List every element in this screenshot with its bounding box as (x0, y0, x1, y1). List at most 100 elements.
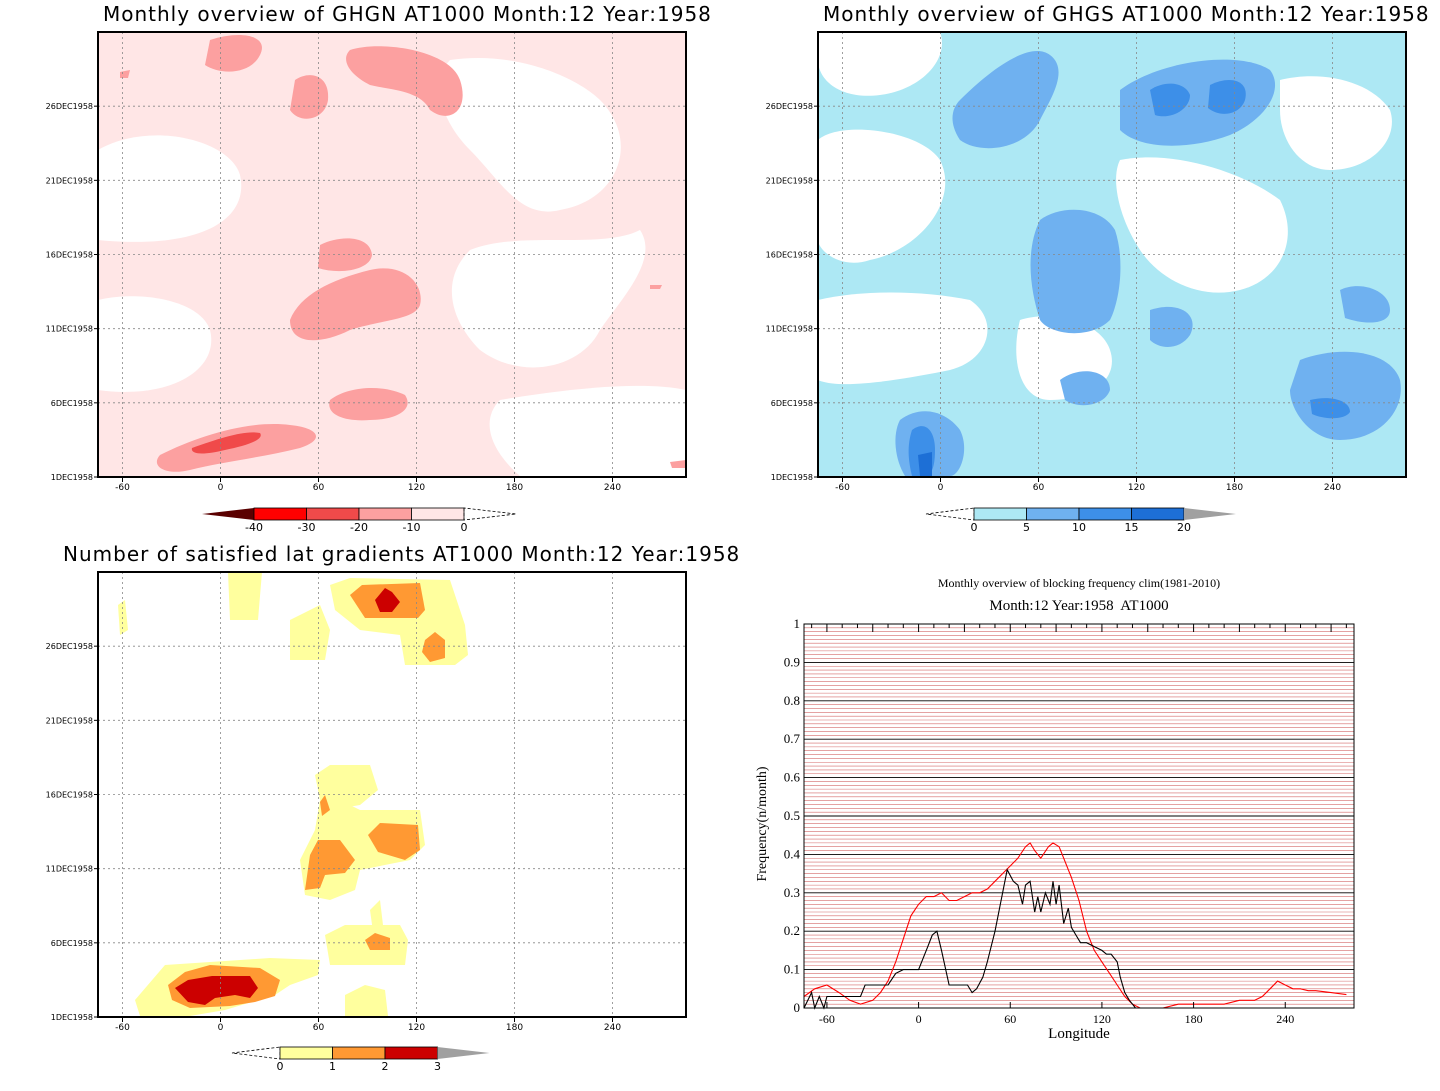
ghgn-chart: -60 0 60 120 180 240 1DEC1958 6DEC1958 11DEC195… (46, 31, 687, 534)
frequency-y-tick-label: 0 (794, 1000, 801, 1015)
frequency-y-tick-label: 0.1 (784, 962, 800, 977)
ghgn-y-tick-label: 21DEC1958 (46, 176, 93, 185)
ghgn-x-tick-label: 120 (408, 483, 425, 493)
gradients-x-tick-label: 240 (604, 1023, 621, 1033)
gradients-x-axis: -60 0 60 120 180 240 (115, 1017, 621, 1033)
ghgn-contour-band (489, 385, 686, 476)
ghgn-contour-band (451, 230, 646, 368)
ghgn-colorbar-label: -10 (403, 521, 421, 534)
gradients-colorbar-label: 2 (382, 1060, 389, 1073)
frequency-y-tick-label: 0.7 (784, 731, 801, 746)
gradients-colorbar-swatch (279, 1046, 333, 1060)
ghgs-y-tick-label: 26DEC1958 (766, 102, 813, 111)
gradients-contour-band (325, 925, 408, 965)
ghgn-y-tick-label: 11DEC1958 (46, 325, 93, 334)
ghgs-colorbar: 0 5 10 15 20 (925, 507, 1236, 534)
frequency-lines (803, 842, 1347, 1010)
gradients-y-axis: 1DEC1958 6DEC1958 11DEC1958 16DEC1958 21DEC1… (46, 642, 98, 1022)
frequency-x-axis: -60 0 60 120 180 240 (819, 1002, 1294, 1026)
frequency-y-tick-label: 0.3 (784, 885, 800, 900)
gradients-contour-band (375, 588, 400, 612)
gradients-contour-band (365, 933, 390, 950)
gradients-colorbar-arrow (231, 1046, 281, 1060)
ghgs-contour-band (1030, 209, 1121, 334)
ghgn-colorbar-swatch (253, 507, 307, 521)
ghgs-chart: -60 0 60 120 180 240 1DEC1958 6DEC1958 11DEC195… (766, 31, 1407, 534)
frequency-series-black-line (803, 868, 1136, 1010)
ghgs-colorbar-swatch (973, 507, 1027, 521)
panel-ghgn: Monthly overview of GHGN AT1000 Month:12… (0, 0, 720, 540)
gradients-grid (98, 572, 686, 1017)
frequency-x-tick-label: -60 (819, 1012, 835, 1026)
ghgn-y-axis: 1DEC1958 6DEC1958 11DEC1958 16DEC1958 21DEC1… (46, 102, 98, 482)
gradients-colorbar-label: 0 (277, 1060, 284, 1073)
frequency-y-tick-label: 0.4 (784, 846, 801, 861)
frequency-y-tick-label: 1 (794, 616, 801, 631)
gradients-contour-band (320, 795, 330, 816)
ghgn-contour-band (329, 388, 408, 421)
ghgn-x-tick-label: 180 (506, 483, 523, 493)
gradients-contour-band (290, 605, 330, 660)
gradients-contour-band (118, 600, 128, 635)
frequency-x-tick-label: 60 (1004, 1012, 1016, 1026)
ghgs-colorbar-label: 5 (1023, 521, 1030, 534)
ghgs-x-axis: -60 0 60 120 180 240 (835, 477, 1341, 493)
ghgs-contour-band (818, 129, 946, 263)
ghgs-contour-band (818, 32, 942, 96)
ghgn-contour-band (650, 285, 662, 289)
gradients-title: Number of satisfied lat gradients AT1000… (63, 542, 741, 566)
ghgn-colorbar: -40 -30 -20 -10 0 (202, 507, 517, 534)
ghgs-contour-band (1280, 76, 1392, 170)
ghgs-colorbar-label: 20 (1177, 521, 1191, 534)
gradients-colorbar-swatch (384, 1046, 438, 1060)
frequency-top-ticks (811, 624, 1347, 632)
gradients-y-tick-label: 16DEC1958 (46, 791, 93, 800)
gradients-y-tick-label: 1DEC1958 (51, 1013, 93, 1022)
frequency-chart: -60 0 60 120 180 240 0 0.1 0.2 0.3 0.4 0.5 0.6 0.7 0.… (784, 616, 1355, 1026)
ghgn-colorbar-label: -30 (298, 521, 316, 534)
ghgn-colorbar-label: -20 (350, 521, 368, 534)
gradients-x-tick-label: 180 (506, 1023, 523, 1033)
ghgs-y-tick-label: 21DEC1958 (766, 176, 813, 185)
ghgn-y-tick-label: 1DEC1958 (51, 473, 93, 482)
gradients-contours (118, 572, 468, 1016)
ghgn-contour-band (205, 35, 262, 72)
ghgs-contour-band (1116, 157, 1288, 293)
ghgn-colorbar-label: -40 (245, 521, 263, 534)
frequency-major-grid (804, 661, 1354, 971)
ghgs-colorbar-label: 15 (1125, 521, 1139, 534)
frequency-y-tick-label: 0.8 (784, 693, 800, 708)
ghgn-x-tick-label: -60 (115, 483, 130, 493)
ghgs-contour-band (1290, 351, 1401, 440)
ghgs-x-tick-label: 60 (1033, 483, 1045, 493)
gradients-x-tick-label: -60 (115, 1023, 130, 1033)
panel-gradients: Number of satisfied lat gradients AT1000… (0, 540, 740, 1091)
ghgs-contour-band (1060, 371, 1110, 406)
frequency-x-tick-label: 0 (916, 1012, 922, 1026)
ghgs-colorbar-swatch (1078, 507, 1132, 521)
frequency-y-tick-label: 0.9 (784, 654, 800, 669)
ghgn-y-tick-label: 6DEC1958 (51, 399, 93, 408)
ghgn-x-axis: -60 0 60 120 180 240 (115, 477, 621, 493)
ghgs-y-tick-label: 1DEC1958 (771, 473, 813, 482)
ghgn-title: Monthly overview of GHGN AT1000 Month:12… (103, 2, 712, 26)
ghgs-y-tick-label: 11DEC1958 (766, 325, 813, 334)
frequency-x-tick-label: 240 (1276, 1012, 1294, 1026)
frequency-title: Monthly overview of blocking frequency c… (937, 576, 1221, 590)
ghgs-x-tick-label: 240 (1324, 483, 1341, 493)
gradients-contour-band (422, 632, 445, 662)
ghgs-x-tick-label: 120 (1128, 483, 1145, 493)
gradients-chart: -60 0 60 120 180 240 1DEC19586DEC195811DEC195… (46, 571, 687, 1073)
gradients-x-tick-label: 120 (408, 1023, 425, 1033)
gradients-contour-band (368, 823, 420, 860)
ghgs-contour-band (1150, 83, 1190, 117)
ghgn-contour-band (98, 296, 212, 392)
gradients-y-tick-label: 21DEC1958 (46, 716, 93, 725)
ghgn-contour-band (98, 135, 242, 242)
gradients-y-tick-label: 26DEC1958 (46, 642, 93, 651)
gradients-contour-band (345, 985, 388, 1016)
ghgn-grid (98, 32, 686, 477)
ghgn-colorbar-label: 0 (461, 521, 468, 534)
gradients-contour-band (305, 840, 355, 890)
ghgn-contour-band (156, 424, 317, 472)
